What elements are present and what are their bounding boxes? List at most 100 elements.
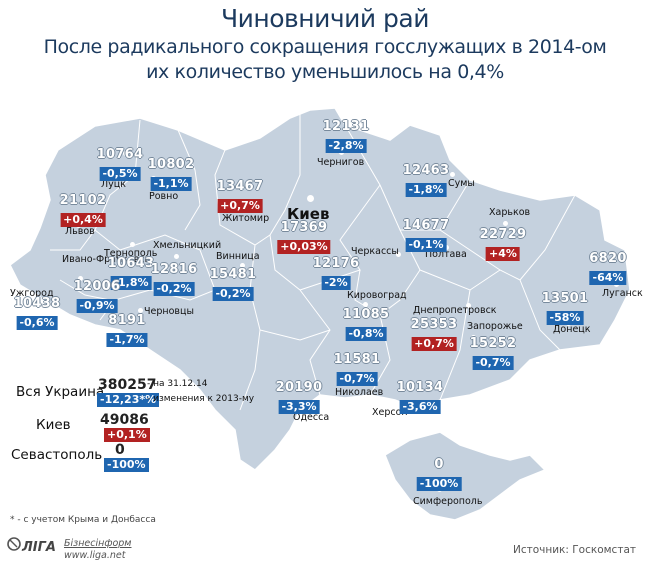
city-name-cherkassy: Черкассы	[351, 246, 399, 257]
region-label-dnepropetrovsk: 25353 +0,7%	[410, 317, 458, 351]
region-label-zhitomir: 13467 +0,7%	[216, 179, 264, 213]
city-name-simferopol: Симферополь	[413, 496, 483, 507]
change-badge: +0,4%	[60, 213, 106, 227]
city-name-kherson: Херсон	[372, 407, 408, 418]
city-name-dnepropetrovsk: Днепропетровск	[413, 305, 497, 316]
change-badge: +4%	[486, 247, 520, 261]
city-name-khmelnitsky: Хмельницкий	[153, 240, 222, 251]
region-label-chernigov: 12131 -2,8%	[322, 119, 370, 153]
city-dot-chernovtsy	[138, 308, 143, 313]
region-label-chernovtsy: 8191 -1,7%	[106, 313, 148, 347]
change-badge: -1,1%	[150, 177, 192, 191]
city-name-lutsk: Луцк	[101, 179, 126, 190]
region-label-sumy: 12463 -1,8%	[402, 163, 450, 197]
change-badge: -0,5%	[99, 167, 141, 181]
city-dot-kirovograd	[363, 302, 368, 307]
city-dot-sumy	[450, 172, 455, 177]
region-label-cherkassy: 12176 -2%	[312, 256, 360, 290]
liga-logo-icon	[7, 537, 21, 551]
change-badge: +0,7%	[411, 337, 457, 351]
city-name-kharkov: Харьков	[489, 207, 531, 218]
region-label-lutsk: 10764 -0,5%	[96, 147, 144, 181]
change-badge: -0,1%	[405, 238, 447, 252]
legend-all-ukraine-change: -12,23*%	[97, 393, 160, 407]
city-dot-lutsk	[123, 151, 128, 156]
change-badge: +0,03%	[277, 240, 331, 254]
legend-note-change: - изменения к 2013-му	[147, 394, 255, 404]
legend-sevastopol-change: -100%	[104, 458, 149, 472]
region-label-khmelnitsky: 12816 -0,2%	[150, 262, 198, 296]
region-label-simferopol: 0 -100%	[416, 458, 462, 491]
city-name-rovno: Ровно	[149, 191, 179, 202]
change-badge: -0,9%	[76, 299, 118, 313]
change-badge: -100%	[416, 477, 462, 491]
city-name-zhitomir: Житомир	[222, 213, 270, 224]
change-badge: -2%	[321, 276, 351, 290]
city-name-chernovtsy: Черновцы	[144, 306, 194, 317]
city-name-uzhgorod: Ужгород	[10, 288, 54, 299]
city-dot-odessa-area	[377, 403, 382, 408]
change-badge: -0,6%	[16, 316, 58, 330]
region-label-kharkov: 22729 +4%	[479, 227, 527, 261]
change-badge: -0,7%	[336, 372, 378, 386]
footnote: * - с учетом Крыма и Донбасса	[10, 515, 156, 525]
region-label-lugansk: 6820 -64%	[589, 251, 627, 285]
city-name-odessa: Одесса	[293, 412, 330, 423]
legend-kiev-change: +0,1%	[104, 428, 150, 442]
change-badge: -0,8%	[345, 327, 387, 341]
region-label-vinnitsa: 15481 -0,2%	[209, 267, 257, 301]
city-dot-khmelnitsky	[174, 254, 179, 259]
city-dot-ivano-frankovsk	[78, 276, 83, 281]
change-badge: -3,3%	[278, 400, 320, 414]
city-dot-ternopol	[130, 242, 135, 247]
city-name-lugansk: Луганск	[602, 288, 643, 299]
change-badge: +0,7%	[217, 199, 263, 213]
change-badge: -3,6%	[399, 400, 441, 414]
legend-all-ukraine-value: 380257	[98, 377, 157, 393]
region-label-donetsk: 13501 -58%	[541, 291, 589, 325]
city-name-donetsk: Донецк	[553, 324, 591, 335]
city-name-chernigov: Чернигов	[317, 157, 365, 168]
city-name-ternopol: Тернополь	[104, 248, 158, 259]
region-label-uzhgorod: 10438 -0,6%	[13, 296, 61, 330]
region-label-poltava: 14677 -0,1%	[402, 218, 450, 252]
region-label-kherson: 10134 -3,6%	[396, 380, 444, 414]
city-name-kiev: Киев	[287, 205, 330, 223]
logo-subtitle: Бізнесінформ	[64, 538, 132, 549]
legend-sevastopol-value: 0	[115, 442, 125, 458]
legend-kiev-value: 49086	[100, 412, 149, 428]
region-label-lviv: 21102 +0,4%	[59, 193, 107, 227]
legend-sevastopol-name: Севастополь	[11, 447, 103, 463]
region-label-zaporozhye: 15252 -0,7%	[469, 336, 517, 370]
source-credit: Источник: Госкомстат	[512, 544, 636, 556]
change-badge: -1,8%	[110, 276, 152, 290]
logo-brand: ЛІГА	[22, 540, 56, 555]
city-name-lviv: Львов	[65, 226, 95, 237]
region-label-nikolaev: 11581 -0,7%	[333, 352, 381, 386]
legend-all-ukraine-name: Вся Украина	[16, 384, 105, 400]
change-badge: -0,7%	[472, 356, 514, 370]
crimea-shape	[384, 431, 547, 521]
region-label-rovno: 10802 -1,1%	[147, 157, 195, 191]
change-badge: -0,2%	[212, 287, 254, 301]
logo-url[interactable]: www.liga.net	[64, 550, 126, 561]
change-badge: -1,8%	[405, 183, 447, 197]
change-badge: -58%	[546, 311, 584, 325]
change-badge: -64%	[589, 271, 627, 285]
legend-note-value: - на 31.12.14	[147, 379, 208, 389]
city-dot-zaporozhye	[471, 335, 476, 340]
city-name-poltava: Полтава	[425, 249, 467, 260]
city-name-zaporozhye: Запорожье	[467, 321, 523, 332]
city-name-vinnitsa: Винница	[216, 251, 260, 262]
change-badge: -1,7%	[106, 333, 148, 347]
legend-kiev-name: Киев	[36, 417, 71, 433]
city-name-kirovograd: Кировоград	[347, 290, 407, 301]
chart-subtitle-line2: их количество уменьшилось на 0,4%	[146, 61, 504, 83]
city-dot-kharkov	[503, 221, 508, 226]
region-label-odessa: 20190 -3,3%	[275, 380, 323, 414]
change-badge: -0,2%	[153, 282, 195, 296]
region-label-kirovograd: 11085 -0,8%	[342, 307, 390, 341]
city-dot-vinnitsa	[240, 263, 245, 268]
region-label-ternopol: 10643 -1,8%	[107, 256, 155, 290]
